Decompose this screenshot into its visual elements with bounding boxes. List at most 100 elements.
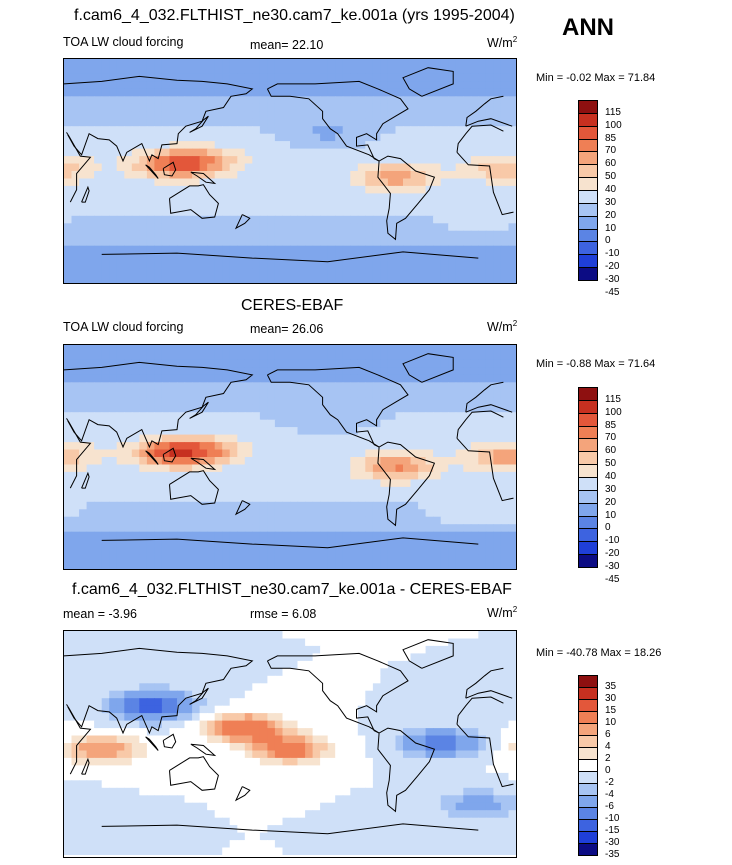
field-cell bbox=[448, 531, 457, 540]
field-cell bbox=[433, 486, 442, 495]
field-cell bbox=[131, 486, 140, 495]
field-cell bbox=[184, 531, 193, 540]
field-cell bbox=[207, 539, 216, 548]
field-cell bbox=[425, 653, 434, 662]
field-cell bbox=[342, 524, 351, 533]
field-cell bbox=[403, 163, 412, 172]
field-cell bbox=[116, 479, 125, 488]
field-cell bbox=[259, 631, 268, 640]
field-cell bbox=[365, 516, 374, 525]
field-cell bbox=[290, 645, 299, 654]
field-cell bbox=[395, 171, 404, 180]
field-cell bbox=[161, 111, 170, 120]
field-cell bbox=[237, 787, 246, 796]
field-cell bbox=[395, 185, 404, 194]
coastline bbox=[169, 184, 219, 219]
field-cell bbox=[350, 690, 359, 699]
field-cell bbox=[199, 352, 208, 361]
field-cell bbox=[433, 683, 442, 692]
field-cell bbox=[267, 675, 276, 684]
field-cell bbox=[244, 750, 253, 759]
field-cell bbox=[131, 743, 140, 752]
field-cell bbox=[425, 683, 434, 692]
field-cell bbox=[440, 728, 449, 737]
field-cell bbox=[425, 486, 434, 495]
field-cell bbox=[350, 516, 359, 525]
field-cell bbox=[244, 660, 253, 669]
field-cell bbox=[290, 133, 299, 142]
field-cell bbox=[267, 765, 276, 774]
field-cell bbox=[335, 223, 344, 232]
field-cell bbox=[418, 397, 427, 406]
field-cell bbox=[433, 88, 442, 97]
field-cell bbox=[222, 389, 231, 398]
field-cell bbox=[109, 690, 118, 699]
field-cell bbox=[199, 111, 208, 120]
field-cell bbox=[448, 787, 457, 796]
field-cell bbox=[327, 720, 336, 729]
field-cell bbox=[478, 720, 487, 729]
field-cell bbox=[425, 516, 434, 525]
field-cell bbox=[320, 561, 329, 569]
field-cell bbox=[305, 668, 314, 677]
field-cell bbox=[124, 253, 133, 262]
field-cell bbox=[312, 66, 321, 75]
field-cell bbox=[101, 516, 110, 525]
field-cell bbox=[335, 750, 344, 759]
field-cell bbox=[395, 645, 404, 654]
field-cell bbox=[327, 668, 336, 677]
field-cell bbox=[297, 713, 306, 722]
field-cell bbox=[372, 88, 381, 97]
field-cell bbox=[237, 178, 246, 187]
field-cell bbox=[440, 539, 449, 548]
field-cell bbox=[470, 397, 479, 406]
field-cell bbox=[463, 427, 472, 436]
field-cell bbox=[342, 208, 351, 217]
field-cell bbox=[184, 111, 193, 120]
field-cell bbox=[305, 81, 314, 90]
field-cell bbox=[508, 389, 516, 398]
field-cell bbox=[139, 268, 148, 277]
field-cell bbox=[485, 757, 494, 766]
field-cell bbox=[116, 780, 125, 789]
field-cell bbox=[177, 103, 186, 112]
field-cell bbox=[109, 427, 118, 436]
field-cell bbox=[274, 750, 283, 759]
field-cell bbox=[463, 787, 472, 796]
field-cell bbox=[357, 404, 366, 413]
field-cell bbox=[297, 260, 306, 269]
field-cell bbox=[222, 457, 231, 466]
field-cell bbox=[320, 690, 329, 699]
field-cell bbox=[410, 660, 419, 669]
field-cell bbox=[192, 698, 201, 707]
field-cell bbox=[508, 374, 516, 383]
field-cell bbox=[207, 111, 216, 120]
field-cell bbox=[350, 713, 359, 722]
field-cell bbox=[448, 668, 457, 677]
field-cell bbox=[161, 690, 170, 699]
field-cell bbox=[192, 720, 201, 729]
field-cell bbox=[94, 397, 103, 406]
map-canvas bbox=[64, 59, 516, 283]
coastline bbox=[64, 75, 513, 163]
field-cell bbox=[305, 690, 314, 699]
field-cell bbox=[222, 253, 231, 262]
field-cell bbox=[161, 141, 170, 150]
field-cell bbox=[493, 546, 502, 555]
field-cell bbox=[237, 171, 246, 180]
field-cell bbox=[372, 735, 381, 744]
field-cell bbox=[237, 660, 246, 669]
field-cell bbox=[282, 494, 291, 503]
field-cell bbox=[274, 66, 283, 75]
field-cell bbox=[433, 382, 442, 391]
field-cell bbox=[395, 260, 404, 269]
field-cell bbox=[327, 728, 336, 737]
field-cell bbox=[86, 757, 95, 766]
field-cell bbox=[440, 713, 449, 722]
field-cell bbox=[94, 412, 103, 421]
field-cell bbox=[433, 253, 442, 262]
field-cell bbox=[229, 374, 238, 383]
field-cell bbox=[274, 126, 283, 135]
field-cell bbox=[508, 457, 516, 466]
field-cell bbox=[229, 780, 238, 789]
